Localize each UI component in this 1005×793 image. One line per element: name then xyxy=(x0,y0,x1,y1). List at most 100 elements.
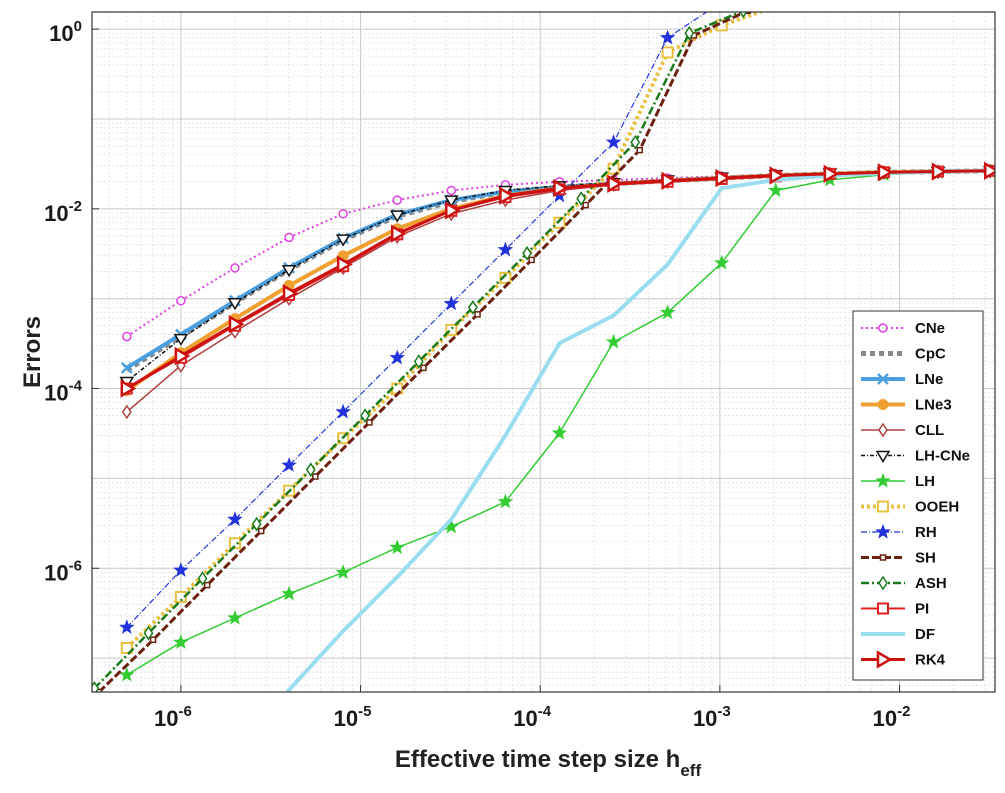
series-marker xyxy=(312,473,319,480)
x-tick-label-base: 10 xyxy=(154,706,178,731)
series-marker xyxy=(335,234,351,247)
series-marker xyxy=(744,12,752,15)
legend-box xyxy=(852,310,984,681)
legend-label: ASH xyxy=(915,575,947,592)
series-marker xyxy=(305,462,316,478)
series-marker xyxy=(984,161,995,180)
x-tick-label: 10-4 xyxy=(513,703,551,731)
series-marker xyxy=(119,619,135,634)
series-rh xyxy=(119,12,708,634)
series-marker xyxy=(95,688,103,692)
x-axis-label-subscript: eff xyxy=(680,761,701,780)
series-marker xyxy=(390,224,407,243)
series-marker xyxy=(389,210,405,223)
y-tick-label-exponent: 0 xyxy=(74,18,82,35)
legend: CNe CpC LNe LNe3 CLL LH-CNe LH OOEH RH SH ASH PI DF R… xyxy=(852,310,984,681)
series-marker xyxy=(227,511,243,527)
series-marker xyxy=(878,422,888,438)
series-marker xyxy=(360,408,371,423)
y-tick-label-base: 10 xyxy=(44,381,68,406)
series-marker xyxy=(769,166,786,185)
legend-label: LH xyxy=(915,473,935,490)
series-marker xyxy=(875,450,891,463)
series-marker xyxy=(878,575,888,591)
series-marker xyxy=(227,298,243,311)
series-marker xyxy=(607,174,624,193)
legend-item: DF xyxy=(861,626,935,643)
series-marker xyxy=(497,493,514,509)
x-tick-label-base: 10 xyxy=(513,706,537,731)
grid-lines xyxy=(92,12,995,692)
x-axis-label-main: Effective time step size h xyxy=(395,746,680,773)
series-marker xyxy=(122,331,132,342)
plot-area xyxy=(92,12,995,692)
series-marker xyxy=(389,349,405,365)
series-marker xyxy=(443,295,460,311)
series-marker xyxy=(875,523,891,539)
legend-item: ASH xyxy=(861,575,947,592)
series-marker xyxy=(582,201,589,209)
series-marker xyxy=(335,564,351,580)
y-tick-label: 10-2 xyxy=(44,198,82,226)
series-marker xyxy=(366,419,373,426)
x-tick-label: 10-6 xyxy=(154,703,192,731)
series-marker xyxy=(739,12,748,19)
series-marker xyxy=(143,625,154,641)
series-ooeh xyxy=(120,12,782,654)
legend-label: LNe3 xyxy=(915,397,952,414)
series-marker xyxy=(684,25,695,41)
series-marker xyxy=(121,404,132,420)
series-marker xyxy=(876,650,893,669)
series-marker xyxy=(877,163,894,182)
x-tick-label-exponent: -6 xyxy=(178,703,191,720)
series-marker xyxy=(335,403,351,419)
series-marker xyxy=(823,164,840,184)
y-tick-label-exponent: -2 xyxy=(69,198,82,215)
series-marker xyxy=(228,315,245,334)
series-marker xyxy=(715,168,732,188)
series-marker xyxy=(92,681,100,692)
legend-label: CpC xyxy=(915,346,946,363)
y-axis-label: Errors xyxy=(19,316,46,388)
y-tick-label-base: 10 xyxy=(49,21,73,46)
series-marker xyxy=(605,134,622,149)
series-marker xyxy=(499,186,515,205)
y-tick-label: 100 xyxy=(49,18,82,46)
series-marker xyxy=(120,361,133,374)
series-ash xyxy=(92,12,748,692)
series-marker xyxy=(176,295,186,306)
legend-item: SH xyxy=(861,550,936,567)
series-marker xyxy=(119,666,135,682)
plot-frame xyxy=(91,11,996,693)
series-sh xyxy=(95,12,752,692)
legend-item: CpC xyxy=(861,346,946,363)
series-marker xyxy=(877,500,889,513)
series-line xyxy=(126,12,708,628)
series-marker xyxy=(420,364,427,372)
series-marker xyxy=(528,256,535,264)
x-tick-label-base: 10 xyxy=(334,706,358,731)
legend-item: OOEH xyxy=(861,499,959,516)
series-marker xyxy=(338,209,348,219)
series-marker xyxy=(714,254,730,270)
series-marker xyxy=(392,195,402,205)
series-rk4 xyxy=(120,161,995,398)
series-marker xyxy=(257,527,265,535)
y-tick-label-exponent: -4 xyxy=(69,378,83,395)
series-marker xyxy=(474,311,481,318)
series-marker xyxy=(336,255,353,274)
series-marker xyxy=(389,539,405,555)
series-marker xyxy=(499,271,512,284)
legend-item: LH xyxy=(861,472,935,490)
legend-item: LNe3 xyxy=(861,397,952,414)
series-marker xyxy=(120,379,137,398)
series-marker xyxy=(227,609,243,625)
y-tick-label-base: 10 xyxy=(44,201,68,226)
series-marker xyxy=(877,399,889,410)
series-marker xyxy=(553,216,566,229)
legend-item: PI xyxy=(861,601,929,618)
legend-item: LH-CNe xyxy=(861,448,970,465)
series-marker xyxy=(149,636,157,644)
x-axis-label: Effective time step size heff xyxy=(395,746,702,780)
series-marker xyxy=(553,178,569,198)
